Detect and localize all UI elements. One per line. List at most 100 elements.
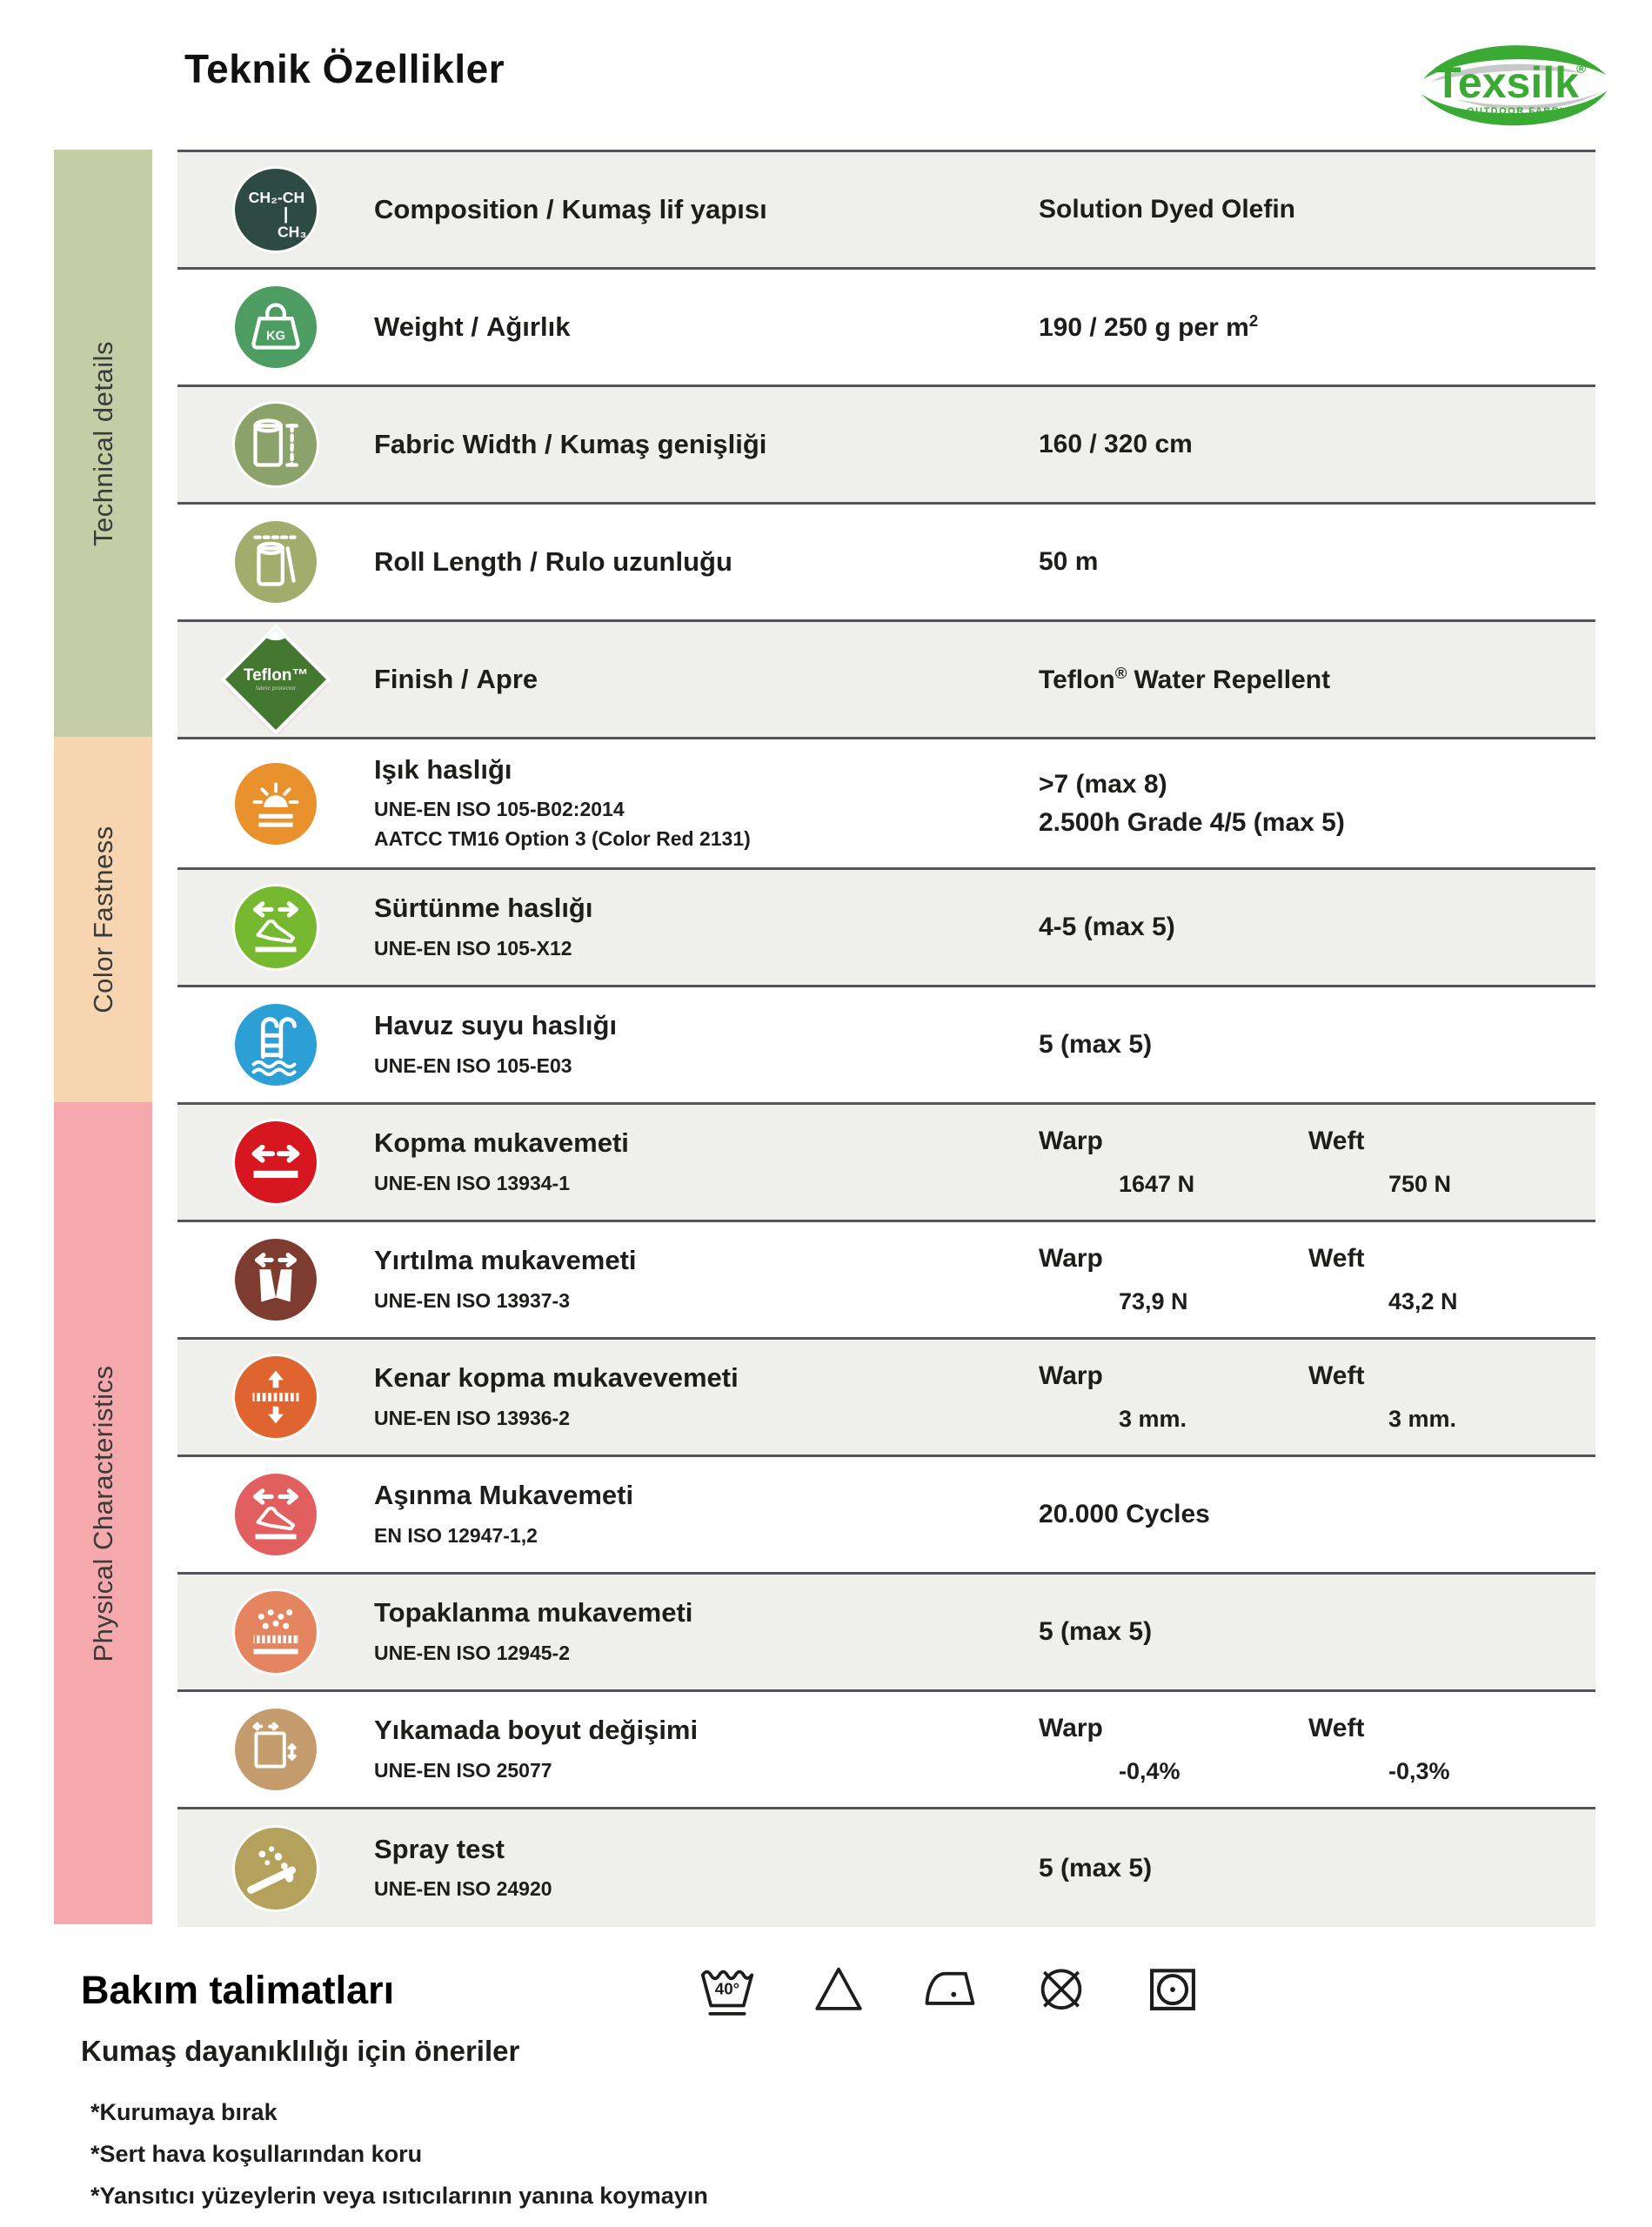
row-label-tr: Kenar kopma mukavevemeti (374, 1362, 739, 1394)
weft-label: Weft (1308, 1714, 1365, 1742)
row-standard: UNE-EN ISO 12945-2 (374, 1641, 570, 1664)
row-value: Warp 1647 N Weft 750 N (1039, 1127, 1595, 1198)
row-value: 4-5 (max 5) (1039, 913, 1175, 941)
warp-value: -0,4% (1119, 1758, 1180, 1784)
row-label-tr: Kopma mukavemeti (374, 1127, 629, 1159)
wash-shrinkage-icon (235, 1709, 317, 1790)
table-row-fabric-width: Fabric Width / Kumaş genişliği 160 / 320 … (177, 387, 1595, 505)
row-label-tr: Rulo uzunluğu (545, 546, 732, 578)
bleach-allowed-icon (815, 1967, 862, 2010)
warp-label: Warp (1039, 1361, 1103, 1390)
section-band-color-fastness: Color Fastness (54, 737, 152, 1102)
fabric-width-icon (235, 404, 317, 485)
warp-label: Warp (1039, 1244, 1103, 1273)
care-icons-row: 40° (692, 1952, 1208, 2023)
row-value: Solution Dyed Olefin (1039, 195, 1296, 224)
warp-value: 3 mm. (1119, 1406, 1187, 1432)
svg-text:|: | (284, 204, 288, 224)
row-label-tr: Sürtünme haslığı (374, 893, 593, 924)
page-title: Teknik Özellikler (184, 46, 505, 91)
row-value: 160 / 320 cm (1039, 430, 1193, 458)
svg-text:KG: KG (266, 330, 285, 344)
warp-label: Warp (1039, 1714, 1103, 1742)
row-standard: UNE-EN ISO 105-E03 (374, 1053, 572, 1077)
weft-value: 3 mm. (1388, 1406, 1457, 1432)
pool-water-fastness-icon (235, 1004, 317, 1086)
seam-slippage-icon (235, 1356, 317, 1438)
row-value: Warp 73,9 N Weft 43,2 N (1039, 1244, 1595, 1315)
row-standard: UNE-EN ISO 13937-3 (374, 1288, 570, 1312)
table-row-seam-slippage: Kenar kopma mukavevemeti UNE-EN ISO 1393… (177, 1340, 1595, 1457)
row-standard: UNE-EN ISO 13934-1 (374, 1171, 570, 1194)
tumble-dry-icon (1150, 1969, 1195, 2010)
row-label-en: Finish / (374, 664, 469, 695)
texsilk-logo: Texsilk ® OUTDOOR FABRICS (1421, 45, 1608, 126)
row-value: Warp 3 mm. Weft 3 mm. (1039, 1361, 1595, 1433)
table-row-pool-water-fastness: Havuz suyu haslığı UNE-EN ISO 105-E03 5 … (177, 987, 1595, 1105)
row-label-tr: Kumaş lif yapısı (561, 194, 767, 225)
row-standard: UNE-EN ISO 25077 (374, 1758, 552, 1782)
weft-value: -0,3% (1388, 1758, 1450, 1784)
row-standard: UNE-EN ISO 24920 (374, 1877, 552, 1901)
table-row-spray-test: Spray test UNE-EN ISO 24920 5 (max 5) (177, 1809, 1595, 1927)
row-label-en: Weight / (374, 311, 478, 343)
row-label-en: Fabric Width / (374, 429, 552, 460)
section-label-physical-characteristics: Physical Characteristics (87, 1364, 118, 1662)
roll-length-icon (235, 521, 317, 603)
table-row-tensile-strength: Kopma mukavemeti UNE-EN ISO 13934-1 Warp… (177, 1105, 1595, 1222)
row-label-tr: Ağırlık (485, 311, 571, 343)
no-dry-clean-icon (1040, 1969, 1082, 2010)
care-title: Bakım talimatları (81, 1968, 395, 2012)
table-row-composition: CH₂-CH | CH₃ Composition / Kumaş lif yapı… (177, 152, 1595, 270)
row-value: 20.000 Cycles (1039, 1500, 1210, 1528)
row-label-tr: Kumaş genişliği (559, 429, 767, 460)
row-value: 5 (max 5) (1039, 1853, 1153, 1883)
spec-table: CH₂-CH | CH₃ Composition / Kumaş lif yapı… (177, 150, 1595, 1927)
weft-label: Weft (1308, 1244, 1365, 1273)
abrasion-resistance-icon (235, 1474, 317, 1555)
table-row-wash-shrinkage: Yıkamada boyut değişimi UNE-EN ISO 25077… (177, 1692, 1595, 1809)
row-label-tr: Apre (476, 664, 538, 695)
care-note: *Kurumaya bırak (90, 2099, 278, 2125)
wash-40-icon: 40° (700, 1970, 754, 2016)
svg-text:CH₂-CH: CH₂-CH (249, 189, 305, 206)
iron-one-dot-icon (925, 1971, 975, 2005)
table-row-rubbing-fastness: Sürtünme haslığı UNE-EN ISO 105-X12 4-5 … (177, 870, 1595, 987)
logo-registered-mark: ® (1576, 62, 1586, 77)
spray-test-icon (235, 1827, 317, 1909)
row-standard: EN ISO 12947-1,2 (374, 1523, 538, 1547)
row-value: 5 (max 5) (1039, 1030, 1153, 1059)
table-row-pilling-resistance: Topaklanma mukavemeti UNE-EN ISO 12945-2… (177, 1575, 1595, 1692)
care-note: *Yansıtıcı yüzeylerin veya ısıtıcılarını… (90, 2183, 708, 2209)
table-row-finish: Teflon™ fabric protector Finish / Apre Te… (177, 622, 1595, 739)
table-row-abrasion-resistance: Aşınma Mukavemeti EN ISO 12947-1,2 20.00… (177, 1457, 1595, 1575)
section-label-color-fastness: Color Fastness (87, 826, 118, 1013)
warp-label: Warp (1039, 1127, 1103, 1155)
tensile-strength-icon (235, 1121, 317, 1203)
logo-brand-text: Texsilk (1435, 58, 1579, 107)
pilling-resistance-icon (235, 1591, 317, 1673)
tear-strength-icon (235, 1239, 317, 1321)
teflon-finish-icon: Teflon™ fabric protector (225, 629, 326, 730)
care-subtitle: Kumaş dayanıklılığı için öneriler (81, 2035, 520, 2067)
row-value: 50 m (1039, 547, 1099, 576)
molecule-icon: CH₂-CH | CH₃ (235, 169, 317, 251)
care-note: *Sert hava koşullarından koru (90, 2141, 423, 2167)
table-row-light-fastness: Işık haslığı UNE-EN ISO 105-B02:2014 AAT… (177, 739, 1595, 870)
svg-text:CH₃: CH₃ (278, 223, 307, 240)
row-label-en: Roll Length / (374, 546, 538, 578)
section-label-technical-details: Technical details (87, 340, 118, 546)
logo-tagline: OUTDOOR FABRICS (1467, 106, 1580, 117)
row-label-tr: Havuz suyu haslığı (374, 1010, 618, 1041)
weight-icon: KG (235, 286, 317, 368)
warp-value: 1647 N (1119, 1171, 1195, 1197)
row-standard: UNE-EN ISO 13936-2 (374, 1406, 570, 1429)
table-row-weight: KG Weight / Ağırlık 190 / 250 g per m2 (177, 270, 1595, 387)
rubbing-fastness-icon (235, 886, 317, 968)
care-notes: *Kurumaya bırak *Sert hava koşullarından… (90, 2091, 708, 2217)
section-band-physical-characteristics: Physical Characteristics (54, 1102, 152, 1924)
row-label-tr: Yırtılma mukavemeti (374, 1245, 637, 1276)
table-row-roll-length: Roll Length / Rulo uzunluğu 50 m (177, 505, 1595, 622)
row-label-tr: Spray test (374, 1833, 505, 1864)
svg-text:40°: 40° (715, 1980, 739, 1998)
